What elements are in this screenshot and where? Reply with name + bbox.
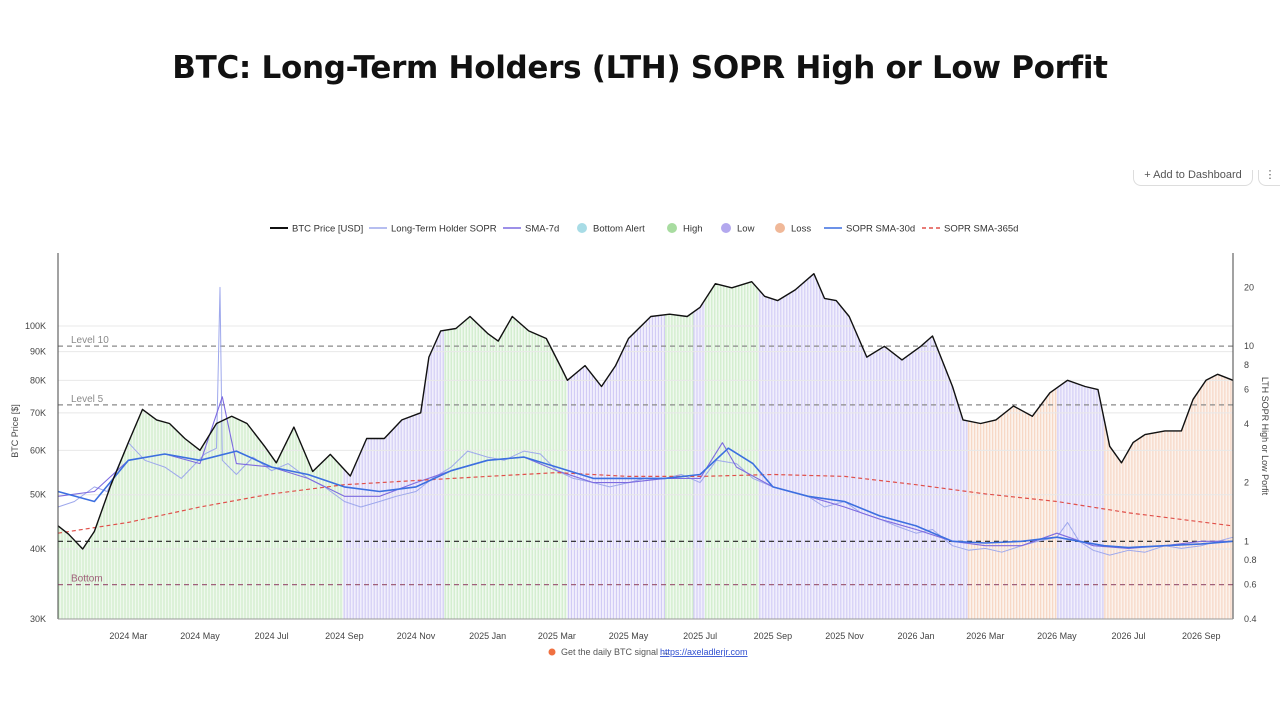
x-tick-label-2: 2024 Jul <box>255 631 289 641</box>
left-tick-label-4: 70K <box>30 408 46 418</box>
legend-label-2: SMA-7d <box>525 224 559 235</box>
x-tick-label-1: 2024 May <box>180 631 220 641</box>
legend-label-0: BTC Price [USD] <box>292 224 363 235</box>
footer-link[interactable]: https://axeladlerjr.com <box>660 647 748 657</box>
chart-menu-button[interactable]: ⋮ <box>1258 170 1280 186</box>
regime-texture-2 <box>444 253 566 619</box>
regime-bands <box>58 253 1233 619</box>
regime-texture-9 <box>1057 253 1104 619</box>
x-tick-label-5: 2025 Jan <box>469 631 506 641</box>
x-tick-label-3: 2024 Sep <box>325 631 364 641</box>
legend-label-7: SOPR SMA-30d <box>846 224 915 235</box>
right-tick-label-4: 2 <box>1244 478 1249 488</box>
legend-label-1: Long-Term Holder SOPR <box>391 224 497 235</box>
reference-label-3: Bottom <box>71 574 103 585</box>
x-tick-label-4: 2024 Nov <box>397 631 436 641</box>
axes: 30K 40K 50K 60K 70K 80K 90K 100K 0.4 0.6 0.8 1 2 4 6 8 1… <box>10 253 1270 641</box>
regime-texture-4 <box>665 253 694 619</box>
chart-legend: BTC Price [USD] Long-Term Holder SOPR SMA-… <box>270 223 1018 235</box>
regime-texture-6 <box>705 253 758 619</box>
right-tick-label-8: 10 <box>1244 341 1254 351</box>
series-line-0 <box>57 273 1234 550</box>
regime-texture-5 <box>693 253 704 619</box>
page-title: BTC: Long-Term Holders (LTH) SOPR High o… <box>172 50 1108 86</box>
x-tick-label-7: 2025 May <box>609 631 649 641</box>
x-tick-label-14: 2026 Jul <box>1112 631 1146 641</box>
legend-label-6: Loss <box>791 224 811 235</box>
left-tick-label-2: 50K <box>30 490 46 500</box>
x-tick-label-8: 2025 Jul <box>683 631 717 641</box>
regime-band-5 <box>693 253 705 619</box>
legend-marker-3 <box>577 223 587 233</box>
right-tick-label-2: 0.8 <box>1244 555 1257 565</box>
x-tick-label-12: 2026 Mar <box>966 631 1004 641</box>
legend-label-8: SOPR SMA-365d <box>944 224 1018 235</box>
x-tick-label-6: 2025 Mar <box>538 631 576 641</box>
right-tick-label-1: 0.6 <box>1244 580 1257 590</box>
regime-band-6 <box>704 253 759 619</box>
series-lines <box>57 273 1234 556</box>
chart-footer: Get the daily BTC signal → https://axela… <box>548 647 748 657</box>
x-tick-label-13: 2026 May <box>1037 631 1077 641</box>
add-to-dashboard-button[interactable]: + Add to Dashboard <box>1133 170 1253 186</box>
right-tick-label-3: 1 <box>1244 536 1249 546</box>
footer-bullet-icon <box>548 648 556 656</box>
legend-label-4: High <box>683 224 703 235</box>
reference-lines: Level 10 Level 5 Bottom <box>58 335 1233 586</box>
right-axis-label: LTH SOPR High or Low Porfit <box>1260 377 1270 496</box>
left-tick-label-7: 100K <box>25 321 46 331</box>
right-tick-label-7: 8 <box>1244 360 1249 370</box>
series-line-1 <box>57 286 1234 556</box>
reference-label-1: Level 5 <box>71 394 104 405</box>
right-tick-label-5: 4 <box>1244 419 1249 429</box>
regime-texture-7 <box>759 253 968 619</box>
x-tick-label-10: 2025 Nov <box>825 631 864 641</box>
x-tick-label-11: 2026 Jan <box>898 631 935 641</box>
right-tick-label-9: 20 <box>1244 282 1254 292</box>
legend-marker-5 <box>721 223 731 233</box>
series-line-4 <box>57 472 1234 534</box>
left-tick-label-3: 60K <box>30 445 46 455</box>
left-tick-label-5: 80K <box>30 375 46 385</box>
regime-texture-8 <box>968 253 1057 619</box>
x-tick-label-0: 2024 Mar <box>109 631 147 641</box>
left-tick-label-0: 30K <box>30 614 46 624</box>
regime-texture-3 <box>567 253 665 619</box>
legend-label-3: Bottom Alert <box>593 224 645 235</box>
left-tick-label-6: 90K <box>30 347 46 357</box>
band-mask <box>58 253 1233 549</box>
legend-label-5: Low <box>737 224 755 235</box>
legend-marker-4 <box>667 223 677 233</box>
legend-marker-6 <box>775 223 785 233</box>
x-tick-label-15: 2026 Sep <box>1182 631 1221 641</box>
left-tick-label-1: 40K <box>30 544 46 554</box>
right-tick-label-6: 6 <box>1244 384 1249 394</box>
left-axis-label: BTC Price [$] <box>10 404 20 458</box>
reference-label-0: Level 10 <box>71 335 109 346</box>
footer-text: Get the daily BTC signal → <box>561 647 670 657</box>
right-tick-label-0: 0.4 <box>1244 614 1257 624</box>
x-tick-label-9: 2025 Sep <box>754 631 793 641</box>
series-line-3 <box>57 447 1234 549</box>
